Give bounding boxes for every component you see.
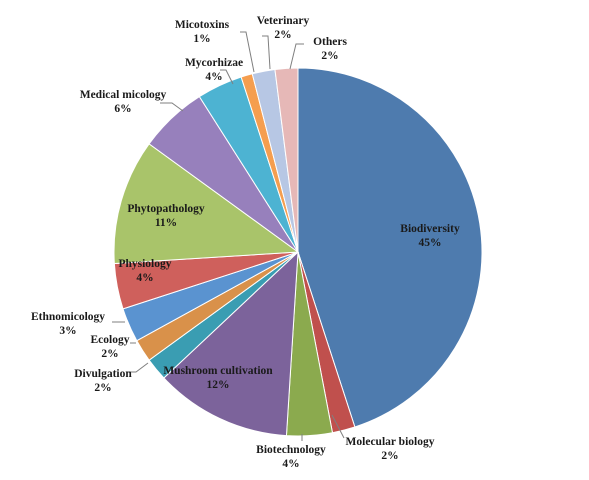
slice-label-ethnomicology: Ethnomicology 3% — [31, 311, 105, 337]
slice-label-name: Mycorhizae — [185, 57, 243, 69]
slice-label-veterinary: Veterinary 2% — [257, 15, 310, 41]
leader-line-others — [289, 43, 304, 70]
slice-label-divulgation: Divulgation 2% — [74, 368, 132, 394]
slice-label-percent: 2% — [101, 348, 118, 360]
slice-label-name: Ecology — [91, 334, 130, 346]
slice-label-percent: 3% — [59, 325, 76, 337]
slice-label-name: Phytopathology — [127, 203, 205, 215]
slice-label-percent: 4% — [282, 458, 299, 470]
slice-label-percent: 2% — [94, 382, 111, 394]
slice-label-phytopathology: Phytopathology 11% — [127, 203, 205, 229]
labels-layer: Biodiversity 45% Molecular biology 2% Biotec… — [31, 15, 460, 470]
slice-label-percent: 1% — [193, 33, 210, 45]
slice-label-percent: 4% — [205, 71, 222, 83]
slice-label-name: Medical micology — [80, 89, 167, 101]
slice-label-percent: 2% — [274, 29, 291, 41]
pie-slice-others — [274, 67, 299, 253]
pie-slice-mushroom-cultivation — [163, 250, 299, 437]
leader-line-medical-micology — [160, 102, 184, 112]
slice-label-molecular-biology: Molecular biology 2% — [346, 436, 435, 462]
slice-label-mushroom-cultivation: Mushroom cultivation 12% — [163, 365, 273, 391]
leader-lines-layer — [112, 31, 345, 441]
leader-line-veterinary — [262, 35, 271, 70]
pie-slice-phytopathology — [113, 143, 300, 265]
slice-label-physiology: Physiology 4% — [118, 258, 171, 284]
slice-label-name: Ethnomicology — [31, 311, 105, 323]
slice-label-percent: 4% — [136, 272, 153, 284]
slice-label-mycorhizae: Mycorhizae 4% — [185, 57, 243, 83]
slice-label-percent: 6% — [114, 103, 131, 115]
slice-label-percent: 2% — [321, 50, 338, 62]
slice-label-name: Micotoxins — [175, 19, 230, 31]
slice-label-name: Biodiversity — [400, 223, 460, 235]
slice-label-name: Divulgation — [74, 368, 132, 380]
slice-label-name: Molecular biology — [346, 436, 435, 448]
slice-label-name: Mushroom cultivation — [163, 365, 273, 377]
slice-label-name: Biotechnology — [256, 444, 326, 456]
pie-slice-biodiversity — [297, 67, 483, 428]
slices-layer — [113, 67, 483, 437]
leader-line-molecular-biology — [331, 414, 345, 439]
slice-label-percent: 12% — [207, 379, 230, 391]
slice-label-ecology: Ecology 2% — [91, 334, 130, 360]
leader-line-divulgation — [126, 362, 149, 373]
slice-label-others: Others 2% — [313, 36, 347, 62]
slice-label-biodiversity: Biodiversity 45% — [400, 223, 460, 249]
slice-label-name: Physiology — [118, 258, 171, 270]
slice-label-biotechnology: Biotechnology 4% — [256, 444, 326, 470]
slice-label-name: Veterinary — [257, 15, 310, 27]
slice-label-micotoxins: Micotoxins 1% — [175, 19, 230, 45]
slice-label-percent: 11% — [155, 217, 177, 229]
slice-label-percent: 2% — [381, 450, 398, 462]
leader-line-micotoxins — [240, 31, 255, 73]
leader-line-mycorhizae — [220, 69, 234, 85]
slice-label-percent: 45% — [419, 237, 442, 249]
slice-label-medical-micology: Medical micology 6% — [80, 89, 167, 115]
slice-label-name: Others — [313, 36, 347, 48]
